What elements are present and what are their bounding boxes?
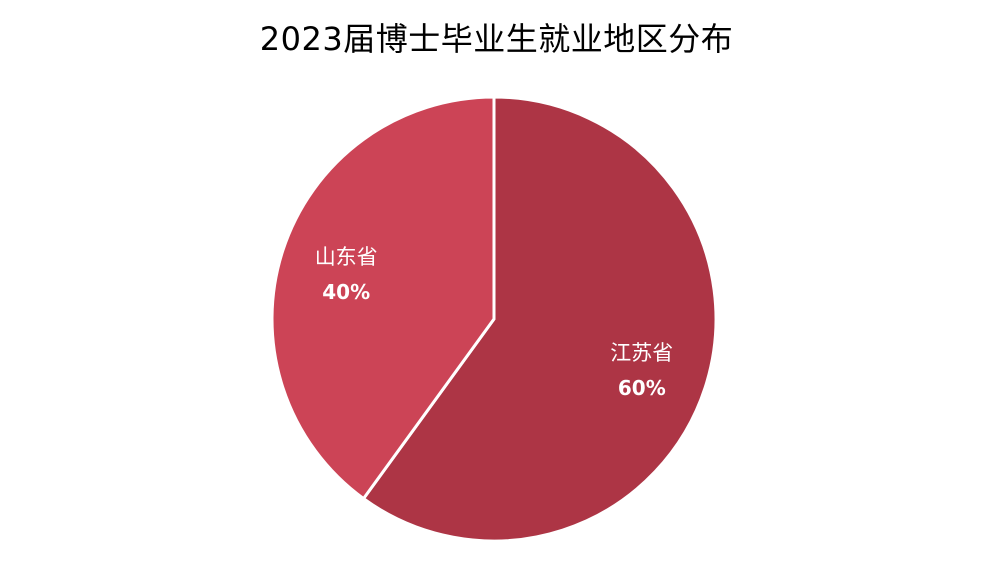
pie-category-label: 江苏省 [610, 341, 673, 365]
pie-percent-label: 60% [618, 376, 666, 400]
pie-slice-1 [362, 95, 718, 543]
pie-percent-label: 40% [322, 280, 370, 304]
pie-slice-2 [270, 95, 496, 501]
chart-title: 2023届博士毕业生就业地区分布 [259, 20, 734, 58]
pie-category-label: 山东省 [315, 245, 378, 269]
